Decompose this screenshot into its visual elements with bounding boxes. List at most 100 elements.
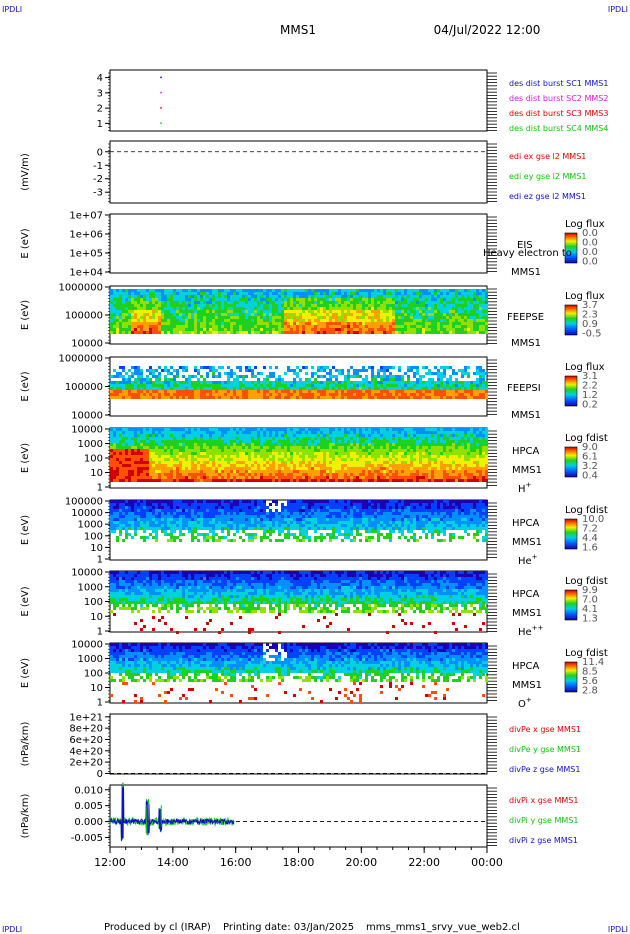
- heat-cell: [200, 473, 203, 476]
- heat-cell: [122, 307, 125, 310]
- heat-cell: [281, 387, 284, 390]
- heat-cell: [368, 319, 371, 322]
- heat-cell: [383, 366, 386, 369]
- heat-cell: [221, 310, 224, 313]
- heat-cell: [155, 384, 158, 387]
- heat-cell: [110, 289, 113, 292]
- heat-cell: [338, 431, 341, 434]
- heat-cell: [326, 387, 329, 390]
- heat-cell: [200, 470, 203, 473]
- heat-cell: [149, 446, 152, 449]
- heat-cell: [224, 461, 227, 464]
- heat-cell: [353, 428, 356, 431]
- heat-cell: [419, 325, 422, 328]
- heat-cell: [263, 449, 266, 452]
- heat-cell: [206, 434, 209, 437]
- heat-cell: [272, 325, 275, 328]
- heat-cell: [113, 328, 116, 331]
- heat-cell: [446, 328, 449, 331]
- heat-cell: [287, 289, 290, 292]
- heat-cell: [263, 366, 266, 369]
- heat-cell: [449, 295, 452, 298]
- heat-cell: [155, 467, 158, 470]
- heat-cell: [170, 328, 173, 331]
- heat-cell: [224, 307, 227, 310]
- heat-cell: [278, 331, 281, 334]
- heat-cell: [254, 384, 257, 387]
- heat-cell: [110, 325, 113, 328]
- heat-cell: [251, 458, 254, 461]
- heat-cell: [293, 437, 296, 440]
- plot-title: MMS1: [280, 23, 316, 37]
- heat-cell: [188, 479, 191, 482]
- heat-cell: [167, 319, 170, 322]
- heat-cell: [314, 322, 317, 325]
- heat-cell: [248, 316, 251, 319]
- heat-cell: [242, 381, 245, 384]
- heat-cell: [299, 319, 302, 322]
- heat-cell: [359, 381, 362, 384]
- heat-cell: [182, 473, 185, 476]
- heat-cell: [383, 431, 386, 434]
- heat-cell: [392, 375, 395, 378]
- heat-cell: [485, 328, 488, 331]
- heat-cell: [221, 449, 224, 452]
- heat-cell: [317, 292, 320, 295]
- heat-cell: [395, 316, 398, 319]
- heat-cell: [431, 378, 434, 381]
- heat-cell: [200, 446, 203, 449]
- heat-cell: [161, 455, 164, 458]
- heat-cell: [476, 325, 479, 328]
- heat-cell: [194, 479, 197, 482]
- heat-cell: [113, 301, 116, 304]
- heat-cell: [305, 390, 308, 393]
- heat-cell: [206, 325, 209, 328]
- heat-cell: [137, 461, 140, 464]
- heat-cell: [251, 331, 254, 334]
- heat-cell: [386, 396, 389, 399]
- heat-cell: [413, 328, 416, 331]
- heat-cell: [398, 384, 401, 387]
- heat-cell: [266, 313, 269, 316]
- heat-cell: [464, 390, 467, 393]
- heat-cell: [179, 295, 182, 298]
- heat-cell: [413, 331, 416, 334]
- heat-cell: [377, 325, 380, 328]
- heat-cell: [356, 428, 359, 431]
- heat-cell: [290, 307, 293, 310]
- heat-cell: [317, 325, 320, 328]
- heat-cell: [125, 476, 128, 479]
- corner-tag-bottom-right: IPDLI: [608, 925, 628, 934]
- heat-cell: [482, 372, 485, 375]
- heat-cell: [155, 437, 158, 440]
- heat-cell: [164, 313, 167, 316]
- heat-cell: [452, 393, 455, 396]
- heat-cell: [206, 446, 209, 449]
- heat-cell: [275, 307, 278, 310]
- heat-cell: [122, 328, 125, 331]
- heat-cell: [209, 381, 212, 384]
- heat-cell: [353, 479, 356, 482]
- heat-cell: [260, 292, 263, 295]
- heat-cell: [164, 470, 167, 473]
- heat-cell: [260, 467, 263, 470]
- heat-cell: [350, 375, 353, 378]
- heat-cell: [257, 313, 260, 316]
- heat-cell: [113, 393, 116, 396]
- heat-cell: [287, 464, 290, 467]
- heat-cell: [221, 304, 224, 307]
- heat-cell: [476, 307, 479, 310]
- heat-cell: [185, 307, 188, 310]
- heat-cell: [467, 292, 470, 295]
- heat-cell: [203, 319, 206, 322]
- heat-cell: [356, 301, 359, 304]
- heat-cell: [473, 331, 476, 334]
- heat-cell: [149, 381, 152, 384]
- heat-cell: [476, 384, 479, 387]
- heat-cell: [323, 449, 326, 452]
- heat-cell: [119, 461, 122, 464]
- heat-cell: [383, 369, 386, 372]
- heat-cell: [278, 476, 281, 479]
- heat-cell: [272, 295, 275, 298]
- heat-cell: [122, 301, 125, 304]
